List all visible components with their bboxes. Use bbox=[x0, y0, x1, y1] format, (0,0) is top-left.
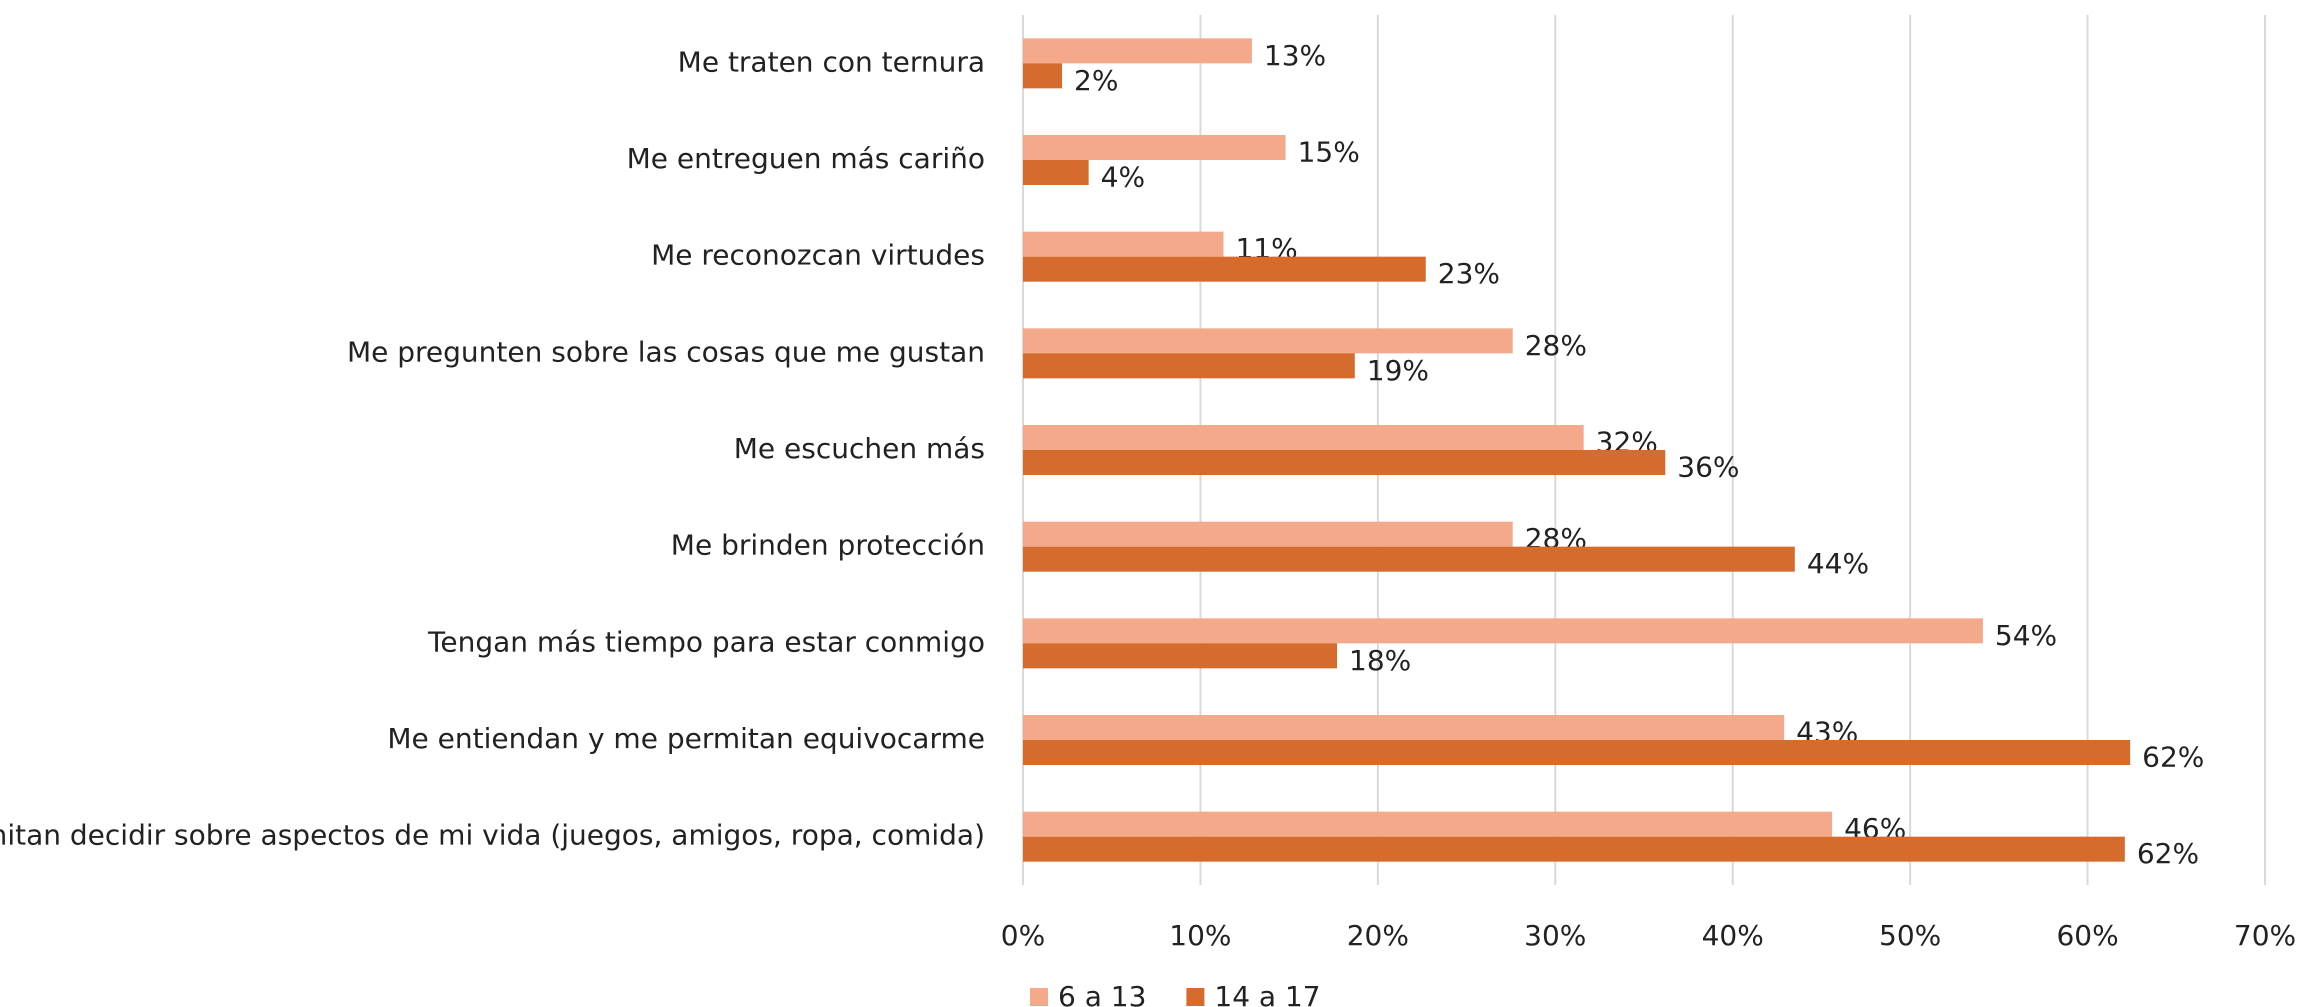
x-tick-label: 10% bbox=[1169, 919, 1231, 952]
data-label: 36% bbox=[1677, 451, 1739, 484]
data-label: 62% bbox=[2137, 837, 2199, 870]
bar bbox=[1023, 715, 1785, 740]
bar bbox=[1023, 618, 1983, 644]
bar bbox=[1023, 521, 1513, 547]
category-label: Me pregunten sobre las cosas que me gust… bbox=[347, 335, 985, 368]
category-label: Me permitan decidir sobre aspectos de mi… bbox=[0, 819, 985, 852]
legend-label: 6 a 13 bbox=[1058, 980, 1146, 1007]
bar bbox=[1023, 425, 1584, 450]
category-label: Me brinden protección bbox=[671, 529, 985, 562]
bar bbox=[1023, 836, 2125, 862]
x-tick-label: 30% bbox=[1524, 919, 1586, 952]
data-label: 13% bbox=[1264, 39, 1326, 72]
category-label: Tengan más tiempo para estar conmigo bbox=[427, 625, 985, 658]
bar bbox=[1023, 811, 1833, 837]
data-label: 19% bbox=[1367, 354, 1429, 387]
bar bbox=[1023, 353, 1355, 379]
data-label: 2% bbox=[1074, 64, 1118, 97]
bar bbox=[1023, 256, 1426, 282]
category-label: Me entiendan y me permitan equivocarme bbox=[387, 722, 985, 755]
x-tick-label: 0% bbox=[1001, 919, 1045, 952]
data-label: 23% bbox=[1438, 257, 1500, 290]
category-label: Me escuchen más bbox=[734, 432, 985, 465]
bar bbox=[1023, 135, 1286, 160]
bar bbox=[1023, 160, 1089, 185]
category-label: Me reconozcan virtudes bbox=[651, 239, 985, 272]
bar bbox=[1023, 643, 1338, 669]
category-label: Me entreguen más cariño bbox=[627, 142, 985, 175]
data-label: 44% bbox=[1807, 547, 1869, 580]
data-label: 62% bbox=[2142, 741, 2204, 774]
bar bbox=[1023, 546, 1795, 572]
x-tick-label: 20% bbox=[1347, 919, 1409, 952]
x-tick-label: 60% bbox=[2056, 919, 2118, 952]
x-tick-label: 50% bbox=[1879, 919, 1941, 952]
data-label: 18% bbox=[1349, 644, 1411, 677]
data-label: 4% bbox=[1101, 161, 1145, 194]
data-label: 54% bbox=[1995, 619, 2057, 652]
x-tick-label: 70% bbox=[2234, 919, 2296, 952]
category-label: Me traten con ternura bbox=[678, 45, 985, 78]
bar bbox=[1023, 38, 1252, 64]
legend-label: 14 a 17 bbox=[1214, 980, 1320, 1007]
bar bbox=[1023, 740, 2131, 765]
bar bbox=[1023, 450, 1666, 475]
x-tick-label: 40% bbox=[1702, 919, 1764, 952]
data-label: 28% bbox=[1525, 329, 1587, 362]
bar bbox=[1023, 63, 1063, 89]
bar bbox=[1023, 328, 1513, 354]
bar bbox=[1023, 231, 1224, 257]
legend-swatch bbox=[1186, 988, 1205, 1006]
legend-swatch bbox=[1030, 988, 1048, 1006]
data-label: 15% bbox=[1298, 136, 1360, 169]
